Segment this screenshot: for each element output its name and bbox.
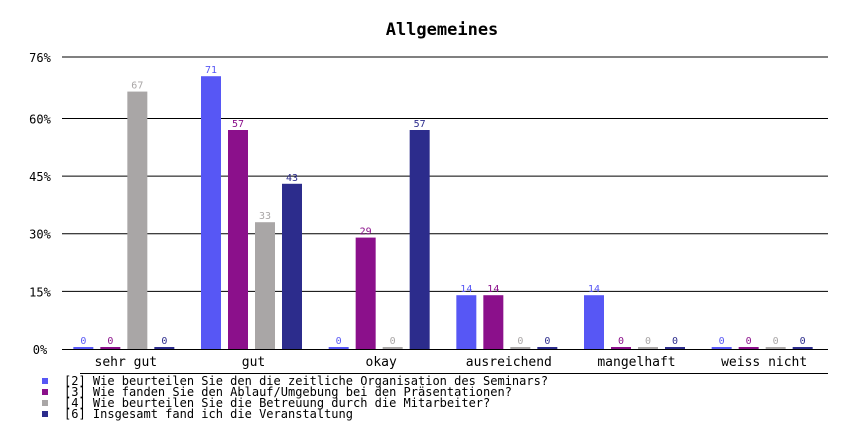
bar bbox=[100, 347, 121, 349]
bar bbox=[127, 91, 148, 349]
bar bbox=[483, 295, 504, 349]
data-label: 0 bbox=[800, 336, 806, 347]
data-label: 0 bbox=[517, 336, 523, 347]
bar bbox=[537, 347, 558, 349]
data-label: 29 bbox=[360, 227, 372, 238]
legend-label: [4] Wie beurteilen Sie die Betreuung dur… bbox=[64, 396, 490, 410]
y-tick-label: 0% bbox=[33, 343, 48, 357]
legend-swatch bbox=[42, 411, 48, 417]
chart-title: Allgemeines bbox=[386, 20, 499, 40]
data-label: 0 bbox=[618, 336, 624, 347]
data-label: 0 bbox=[672, 336, 678, 347]
bar bbox=[201, 76, 221, 350]
data-label: 14 bbox=[588, 284, 600, 295]
data-label: 14 bbox=[487, 284, 499, 295]
bar bbox=[792, 347, 813, 349]
bar bbox=[382, 347, 403, 349]
bar bbox=[228, 130, 248, 349]
y-tick-label: 30% bbox=[29, 228, 51, 242]
data-label: 57 bbox=[232, 119, 244, 130]
bar bbox=[456, 295, 477, 349]
bar bbox=[711, 347, 732, 349]
bar bbox=[154, 347, 175, 349]
x-tick-label: sehr gut bbox=[95, 355, 158, 370]
bar bbox=[409, 130, 430, 349]
data-label: 0 bbox=[161, 336, 167, 347]
x-tick-label: weiss nicht bbox=[721, 355, 807, 370]
data-label: 0 bbox=[336, 336, 342, 347]
bar bbox=[355, 237, 376, 349]
y-tick-label: 60% bbox=[29, 112, 51, 126]
legend-label: [6] Insgesamt fand ich die Veranstaltung bbox=[64, 407, 353, 421]
legend-swatch bbox=[42, 389, 48, 395]
bar bbox=[665, 347, 685, 349]
data-label: 57 bbox=[414, 119, 426, 130]
x-tick-label: okay bbox=[366, 355, 397, 370]
data-label: 0 bbox=[645, 336, 651, 347]
bar bbox=[584, 295, 604, 349]
legend-label: [3] Wie fanden Sie den Ablauf/Umgebung b… bbox=[64, 385, 512, 399]
legend-label: [2] Wie beurteilen Sie den die zeitliche… bbox=[64, 374, 548, 388]
bar bbox=[510, 347, 531, 349]
data-label: 33 bbox=[259, 211, 271, 222]
bar bbox=[611, 347, 631, 349]
legend-swatch bbox=[42, 378, 48, 384]
data-label: 43 bbox=[286, 173, 298, 184]
y-tick-label: 45% bbox=[29, 170, 51, 184]
y-tick-label: 15% bbox=[29, 285, 51, 299]
x-tick-label: ausreichend bbox=[466, 355, 552, 370]
data-label: 0 bbox=[773, 336, 779, 347]
data-label: 0 bbox=[107, 336, 113, 347]
bar bbox=[738, 347, 759, 349]
data-label: 0 bbox=[80, 336, 86, 347]
data-label: 0 bbox=[746, 336, 752, 347]
data-label: 0 bbox=[719, 336, 725, 347]
x-tick-label: gut bbox=[242, 355, 265, 370]
data-label: 0 bbox=[390, 336, 396, 347]
data-label: 14 bbox=[460, 284, 472, 295]
data-label: 67 bbox=[131, 81, 143, 92]
x-tick-label: mangelhaft bbox=[597, 355, 675, 370]
data-label: 0 bbox=[544, 336, 550, 347]
bar bbox=[73, 347, 94, 349]
bar bbox=[638, 347, 658, 349]
data-label: 71 bbox=[205, 65, 217, 76]
y-tick-label: 76% bbox=[29, 51, 51, 65]
legend-swatch bbox=[42, 400, 48, 406]
bar bbox=[765, 347, 786, 349]
bar bbox=[282, 183, 302, 349]
bar bbox=[255, 222, 275, 349]
bar bbox=[328, 347, 349, 349]
